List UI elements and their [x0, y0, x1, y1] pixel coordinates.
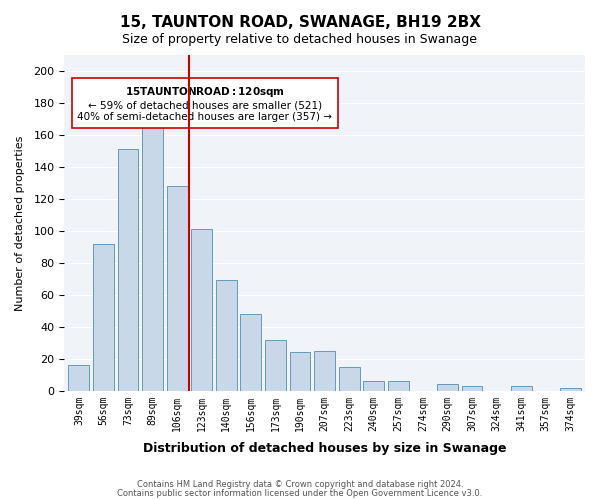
- Bar: [167, 186, 188, 391]
- Bar: [142, 127, 163, 391]
- Y-axis label: Number of detached properties: Number of detached properties: [15, 135, 25, 310]
- Bar: [560, 388, 581, 391]
- X-axis label: Distribution of detached houses by size in Swanage: Distribution of detached houses by size …: [143, 442, 506, 455]
- Bar: [388, 381, 409, 391]
- Text: $\bf{15 TAUNTON ROAD: 120sqm}$
← 59% of detached houses are smaller (521)
40% of: $\bf{15 TAUNTON ROAD: 120sqm}$ ← 59% of …: [77, 85, 332, 122]
- Text: 15, TAUNTON ROAD, SWANAGE, BH19 2BX: 15, TAUNTON ROAD, SWANAGE, BH19 2BX: [119, 15, 481, 30]
- Bar: [191, 230, 212, 391]
- Text: Contains public sector information licensed under the Open Government Licence v3: Contains public sector information licen…: [118, 488, 482, 498]
- Bar: [216, 280, 237, 391]
- Bar: [290, 352, 310, 391]
- Bar: [437, 384, 458, 391]
- Bar: [241, 314, 262, 391]
- Bar: [93, 244, 114, 391]
- Bar: [265, 340, 286, 391]
- Bar: [118, 150, 139, 391]
- Bar: [68, 365, 89, 391]
- Bar: [314, 351, 335, 391]
- Bar: [363, 381, 384, 391]
- Text: Contains HM Land Registry data © Crown copyright and database right 2024.: Contains HM Land Registry data © Crown c…: [137, 480, 463, 489]
- Text: Size of property relative to detached houses in Swanage: Size of property relative to detached ho…: [122, 32, 478, 46]
- Bar: [461, 386, 482, 391]
- Bar: [511, 386, 532, 391]
- Bar: [339, 367, 359, 391]
